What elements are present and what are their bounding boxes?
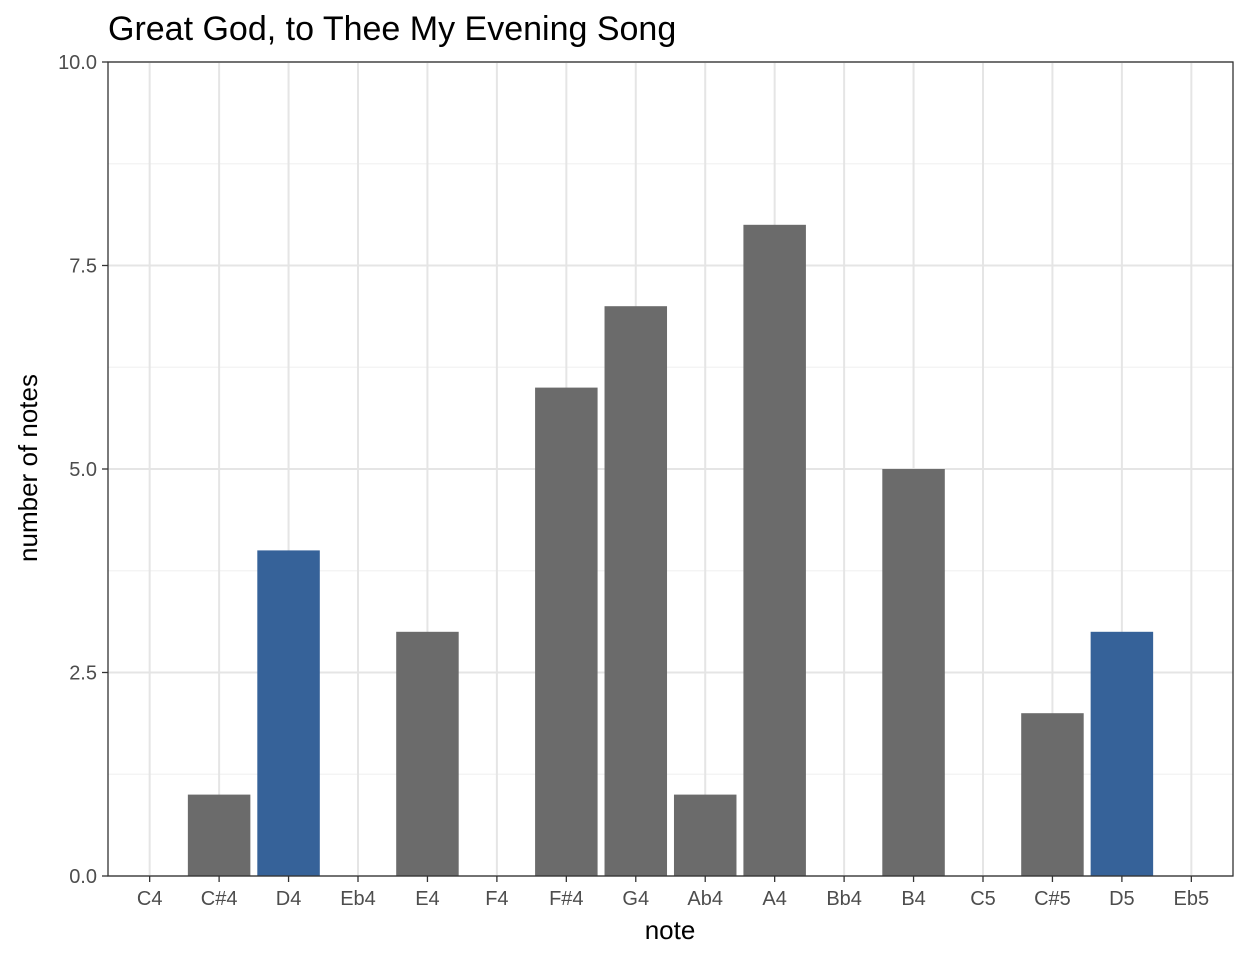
x-axis-title: note [645, 915, 696, 945]
x-tick-label: B4 [901, 888, 925, 910]
y-axis-title: number of notes [13, 374, 43, 562]
y-axis: 0.0 2.5 5.0 7.5 10.0 [58, 52, 108, 888]
x-tick-label: Bb4 [826, 888, 862, 910]
bar-a4 [743, 224, 806, 877]
bar-g4 [604, 306, 668, 876]
y-tick-label: 5.0 [69, 459, 97, 481]
x-tick-label: Eb4 [340, 888, 376, 910]
x-tick-label: E4 [415, 888, 439, 910]
bar-b4 [882, 469, 945, 876]
x-tick-label: C5 [970, 888, 996, 910]
bars [187, 224, 1154, 877]
x-tick-label: G4 [622, 888, 649, 910]
bar-d4 [257, 550, 320, 876]
x-tick-label: C#4 [201, 888, 238, 910]
x-tick-label: C4 [137, 888, 163, 910]
bar-ab4 [673, 794, 737, 876]
y-tick-label: 0.0 [69, 866, 97, 888]
bar-d5 [1090, 631, 1154, 876]
x-tick-label: A4 [762, 888, 786, 910]
y-tick-label: 7.5 [69, 256, 97, 278]
x-axis: C4 C#4 D4 Eb4 E4 F4 F#4 G4 Ab4 A4 Bb4 B4 C5 C#5 D5 Eb5 [137, 876, 1209, 910]
bar-csharp4 [187, 794, 251, 876]
chart-title: Great God, to Thee My Evening Song [108, 10, 676, 48]
bar-csharp5 [1021, 713, 1084, 876]
x-tick-label: D5 [1109, 888, 1135, 910]
x-tick-label: Eb5 [1174, 888, 1210, 910]
x-tick-label: F#4 [549, 888, 583, 910]
x-tick-label: C#5 [1034, 888, 1071, 910]
bar-e4 [396, 631, 459, 876]
y-tick-label: 2.5 [69, 663, 97, 685]
x-tick-label: Ab4 [687, 888, 723, 910]
y-tick-label: 10.0 [58, 52, 97, 74]
x-tick-label: F4 [485, 888, 508, 910]
x-tick-label: D4 [276, 888, 302, 910]
bar-fsharp4 [535, 387, 598, 876]
